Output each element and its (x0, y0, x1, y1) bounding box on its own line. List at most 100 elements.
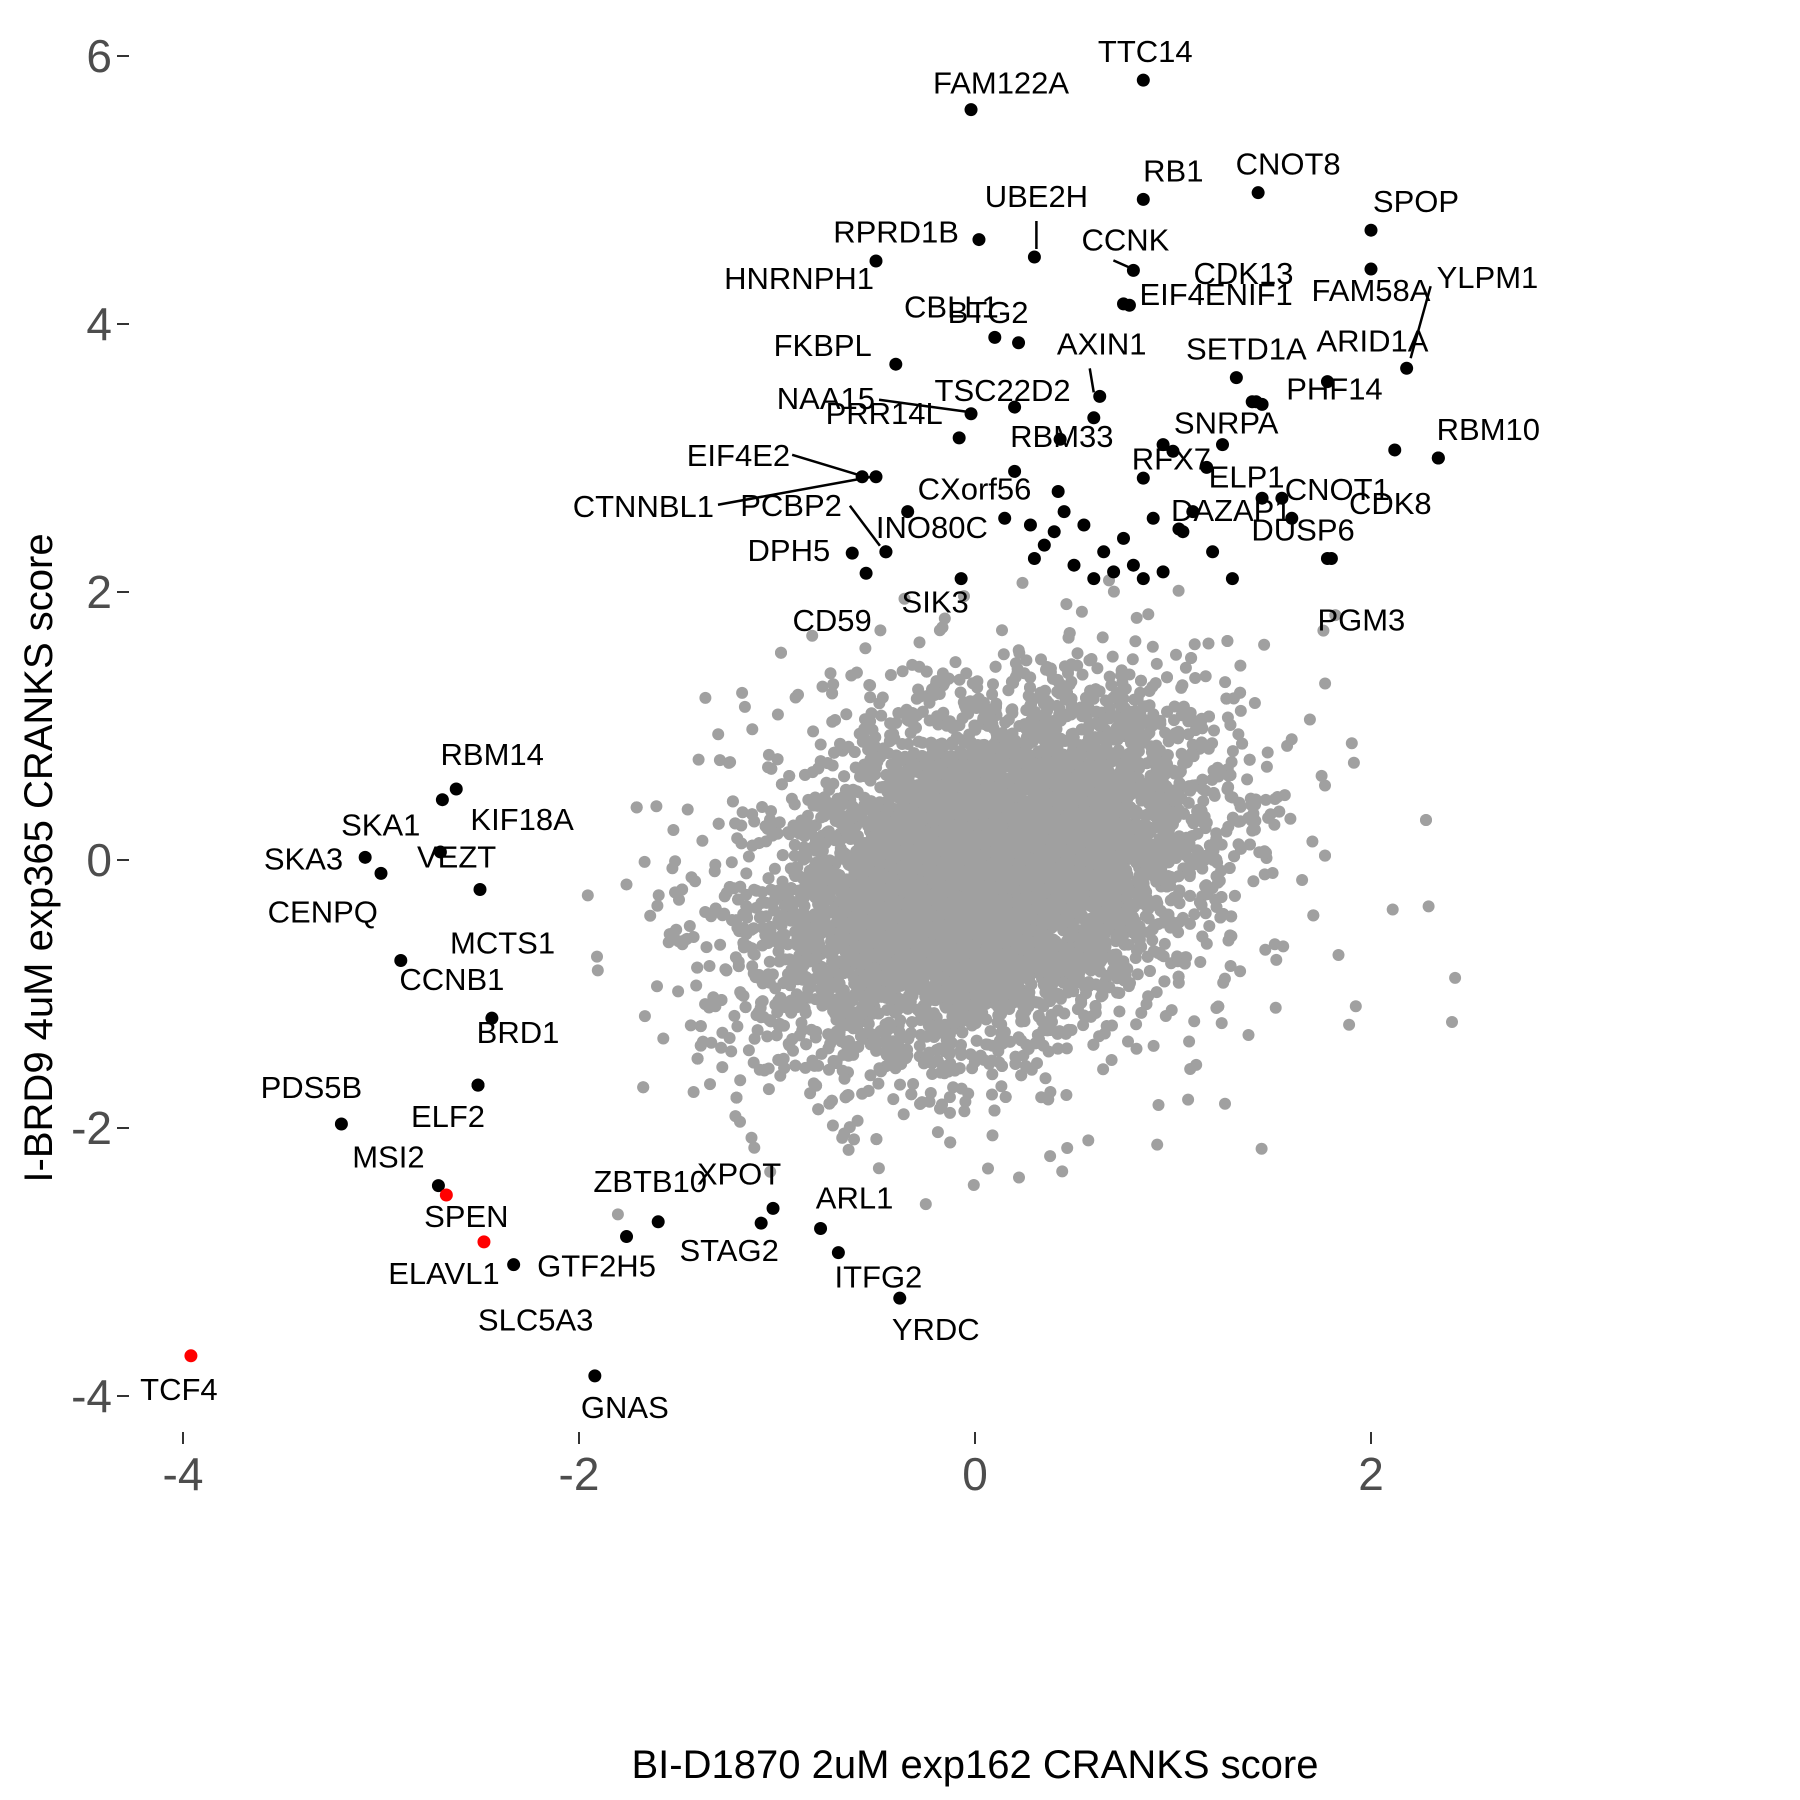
background-point (897, 1108, 910, 1121)
background-point (1013, 1171, 1025, 1184)
background-point (714, 938, 727, 951)
background-point (1347, 756, 1360, 769)
background-point (1020, 654, 1033, 667)
background-point (924, 1087, 937, 1099)
background-point (736, 806, 749, 819)
background-point (1343, 1018, 1356, 1031)
background-point (731, 1020, 744, 1033)
background-point (788, 838, 801, 851)
background-point (1296, 874, 1309, 886)
background-point (1303, 713, 1316, 726)
background-point (875, 709, 888, 722)
background-point (1039, 1072, 1052, 1085)
background-point (986, 1129, 999, 1142)
background-point (983, 1057, 996, 1070)
background-point (687, 931, 700, 943)
background-point (638, 855, 651, 868)
background-point (1258, 638, 1271, 651)
background-point (1422, 900, 1435, 913)
background-point (872, 1077, 885, 1090)
background-point (1332, 949, 1345, 961)
background-point (958, 590, 970, 603)
background-point (1129, 635, 1142, 648)
background-point (827, 678, 840, 691)
background-point (997, 648, 1010, 661)
background-point (954, 686, 967, 699)
background-point (1147, 1039, 1160, 1052)
background-point (1189, 672, 1202, 684)
background-point (756, 939, 769, 952)
background-point (1208, 724, 1220, 737)
background-point (1077, 1019, 1090, 1032)
background-point (884, 717, 897, 730)
background-point (931, 710, 943, 723)
background-point (611, 1208, 624, 1221)
background-point (687, 1086, 700, 1098)
background-point (650, 800, 663, 813)
background-point (836, 1131, 849, 1144)
background-point (1012, 644, 1025, 657)
background-point (1113, 1005, 1126, 1018)
background-point (673, 893, 685, 906)
background-point (814, 738, 827, 751)
background-point (823, 1063, 835, 1076)
background-point (967, 1179, 980, 1191)
background-point (874, 624, 887, 637)
background-point (1224, 960, 1237, 972)
background-point (700, 941, 713, 954)
background-point (1219, 676, 1232, 689)
background-point (1172, 584, 1185, 597)
background-point (1096, 631, 1109, 644)
background-point (672, 985, 685, 998)
background-point (1082, 1134, 1095, 1147)
background-point (1060, 1089, 1073, 1101)
background-point (884, 669, 897, 681)
background-point (1248, 697, 1261, 709)
background-point (716, 1026, 729, 1039)
background-point (1076, 668, 1089, 681)
background-point (1349, 1000, 1362, 1013)
background-point (1097, 1063, 1110, 1076)
background-point (826, 1119, 839, 1132)
background-point (949, 656, 962, 669)
background-point (872, 1162, 885, 1175)
background-point (1071, 647, 1084, 660)
background-point (787, 1044, 799, 1057)
background-point (1075, 605, 1088, 618)
background-point (1259, 943, 1272, 956)
background-point (1129, 952, 1142, 964)
background-point (1269, 1001, 1282, 1014)
background-point (696, 834, 709, 847)
background-point (666, 862, 679, 875)
background-point (1060, 1042, 1073, 1055)
background-point (996, 624, 1008, 637)
background-point (763, 955, 776, 968)
background-point (806, 629, 819, 642)
background-point (1284, 812, 1297, 825)
background-point (1219, 1097, 1231, 1110)
background-point (581, 889, 594, 902)
background-point (1247, 875, 1260, 888)
background-point (1150, 657, 1163, 670)
background-point (689, 875, 702, 888)
background-point (1131, 968, 1144, 981)
background-point (1315, 769, 1328, 782)
background-point (1060, 598, 1073, 611)
background-point (725, 1045, 738, 1058)
background-point (762, 1083, 775, 1096)
background-point (1329, 609, 1342, 622)
background-point (734, 1074, 747, 1087)
background-point (716, 1061, 729, 1074)
background-point (651, 899, 664, 912)
background-point (591, 964, 604, 977)
background-point (1170, 648, 1182, 661)
background-point (1242, 1029, 1255, 1041)
background-point (1255, 1142, 1268, 1155)
background-point (916, 736, 929, 749)
background-point (756, 801, 769, 813)
background-point (704, 1078, 716, 1091)
background-point (1146, 640, 1159, 653)
background-point (919, 1198, 932, 1211)
background-point (824, 667, 837, 680)
